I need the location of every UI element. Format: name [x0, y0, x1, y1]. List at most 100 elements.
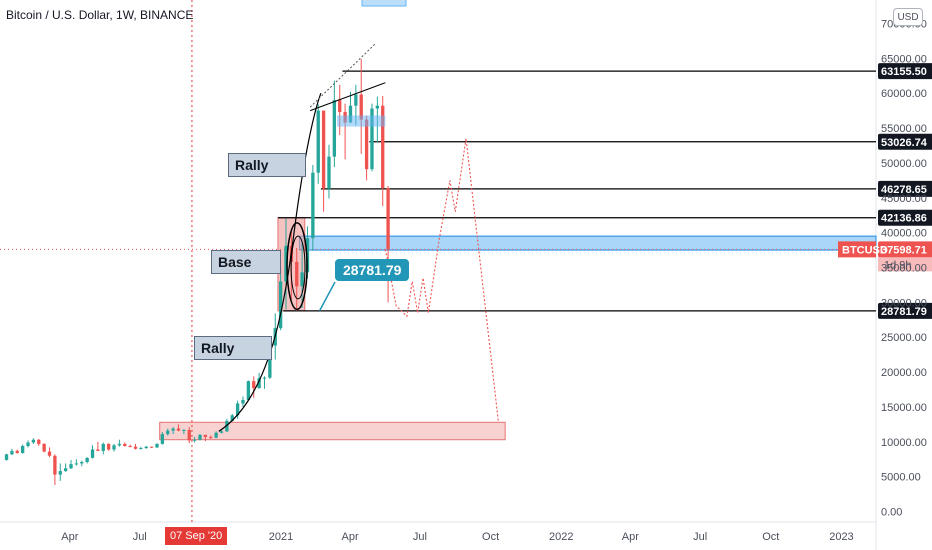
rally-label-bottom[interactable]: Rally	[194, 336, 272, 360]
candle-body	[192, 439, 197, 441]
candle-body	[106, 443, 111, 450]
candle-body	[155, 443, 159, 448]
level-tag-label: 63155.50	[881, 66, 927, 78]
symbol-tag-label: BTCUSD	[842, 244, 888, 256]
wedge-upper-line	[309, 43, 376, 108]
candle-body	[241, 399, 245, 404]
candle-body	[96, 449, 100, 451]
x-axis: AprJulOct2021AprJulOct2022AprJulOct2023	[61, 531, 853, 543]
blue-support-zone	[298, 235, 877, 251]
candle-body	[37, 439, 41, 444]
level-tag-bg	[878, 63, 932, 80]
y-tick-label: 20000.00	[881, 367, 927, 379]
candle-body	[219, 431, 224, 433]
y-tick-label: 30000.00	[881, 297, 927, 309]
wedge-lower-line	[309, 82, 386, 112]
price-callout[interactable]: 28781.79	[335, 259, 410, 281]
candles-layer	[4, 58, 390, 486]
y-tick-label: 40000.00	[881, 228, 927, 240]
candle-body	[123, 443, 127, 446]
grid	[0, 0, 877, 550]
candle-body	[166, 430, 170, 435]
candle-body	[187, 429, 191, 441]
candle-body	[370, 108, 374, 170]
candle-body	[90, 449, 95, 458]
candle-body	[235, 403, 240, 416]
level-tag-bg	[878, 241, 932, 258]
candle-body	[133, 446, 138, 449]
candle-body	[332, 100, 337, 157]
candle-body	[214, 432, 218, 438]
y-tick-label: 25000.00	[881, 332, 927, 344]
candle-body	[262, 377, 267, 379]
candle-body	[144, 446, 148, 449]
crosshair-date-tag: 07 Sep '20	[165, 527, 228, 545]
candle-body	[53, 455, 57, 475]
candle-body	[338, 100, 342, 112]
candle-body	[80, 462, 84, 464]
callout-pointer	[318, 281, 336, 312]
candle-body	[246, 381, 251, 400]
candle-body	[381, 105, 385, 188]
y-tick-label: 0.00	[881, 507, 902, 519]
base-label[interactable]: Base	[211, 250, 281, 274]
y-tick-label: 5000.00	[881, 472, 921, 484]
candle-body	[348, 105, 353, 123]
x-tick-label: 2021	[269, 531, 293, 543]
candle-body	[20, 445, 25, 453]
chart-title: Bitcoin / U.S. Dollar, 1W, BINANCE	[6, 8, 194, 22]
candle-body	[63, 468, 68, 472]
countdown-tag-bg	[878, 257, 932, 272]
countdown-tag-label: 1d 9h	[884, 259, 912, 271]
base-ellipse	[286, 222, 308, 311]
candle-body	[182, 429, 186, 431]
candle-body	[15, 450, 19, 453]
drawings-layer	[218, 0, 407, 432]
x-tick-label: Oct	[482, 531, 499, 543]
rally-label-top[interactable]: Rally	[228, 153, 306, 177]
candle-body	[171, 428, 175, 431]
y-axis: 0.00 5000.00 10000.00 15000.00 20000.00 25000…	[881, 18, 927, 518]
candle-body	[359, 94, 363, 120]
y-tick-label: 60000.00	[881, 88, 927, 100]
candle-body	[375, 105, 380, 109]
x-tick-label: Apr	[622, 531, 639, 543]
trend-curve	[218, 92, 322, 432]
candle-body	[42, 443, 46, 452]
candle-body	[230, 415, 234, 421]
candle-body	[278, 281, 283, 329]
candle-body	[26, 442, 30, 446]
candle-body	[139, 448, 143, 450]
y-tick-label: 35000.00	[881, 262, 927, 274]
level-tag-bg	[878, 133, 932, 150]
x-tick-label: Jul	[413, 531, 427, 543]
level-tag-label: 53026.74	[881, 137, 928, 149]
candle-body	[284, 245, 288, 282]
base-ellipse-inner	[290, 235, 306, 300]
level-tag-label: 37598.71	[881, 244, 927, 256]
currency-badge[interactable]: USD	[893, 8, 923, 26]
level-tag-label: 42136.86	[881, 213, 927, 225]
candle-body	[74, 463, 79, 465]
candle-body	[198, 434, 202, 440]
candle-body	[209, 436, 213, 438]
projection-layer	[384, 138, 499, 421]
x-tick-label: Apr	[61, 531, 78, 543]
candle-body	[149, 446, 154, 448]
candle-body	[316, 110, 320, 173]
small-blue-box	[337, 115, 386, 127]
candle-body	[112, 445, 116, 450]
level-tag-bg	[878, 180, 932, 197]
candle-body	[117, 443, 122, 446]
candle-body	[203, 434, 208, 437]
x-tick-label: Jul	[133, 531, 147, 543]
x-tick-label: 2022	[549, 531, 573, 543]
candle-body	[252, 381, 256, 389]
candle-body	[176, 428, 181, 431]
y-tick-label: 50000.00	[881, 158, 927, 170]
candle-body	[85, 457, 89, 463]
candle-body	[69, 464, 73, 469]
projected-path	[384, 138, 499, 421]
